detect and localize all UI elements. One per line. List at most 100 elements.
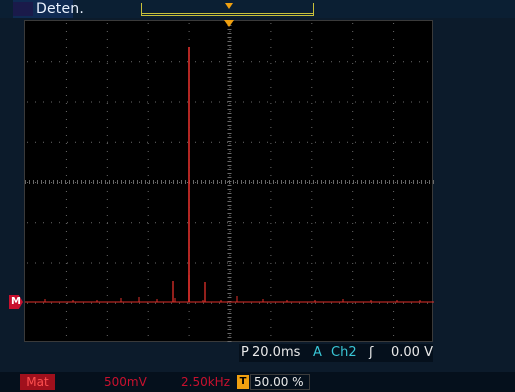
grid-dot [352, 207, 354, 208]
center-axis-tick [227, 189, 232, 190]
center-axis-tick [393, 180, 394, 184]
grid-dot [195, 262, 196, 264]
grid-dot [211, 141, 212, 143]
grid-dot [270, 191, 272, 192]
grid-dot [147, 159, 149, 160]
grid-dot [123, 182, 124, 183]
center-axis-tick [305, 180, 306, 184]
grid-dot [65, 55, 67, 56]
grid-dot [229, 55, 231, 56]
grid-dot [299, 141, 300, 143]
grid-dot [91, 61, 92, 63]
grid-dot [65, 199, 67, 200]
grid-dot [188, 31, 190, 32]
grid-dot [106, 215, 108, 216]
grid-dot [419, 262, 420, 264]
center-axis-tick [227, 269, 232, 270]
grid-dot [91, 302, 92, 304]
grid-dot [393, 143, 395, 144]
math-channel-button[interactable]: Mat [20, 374, 55, 390]
grid-dot [352, 287, 354, 288]
grid-dot [311, 263, 313, 264]
grid-dot [270, 271, 272, 272]
grid-dot [339, 101, 340, 103]
grid-dot [65, 239, 67, 240]
grid-dot [229, 79, 231, 80]
grid-dot [75, 262, 76, 264]
grid-dot [307, 302, 308, 304]
grid-dot [35, 222, 36, 224]
grid-dot [307, 61, 308, 63]
grid-dot [393, 279, 395, 280]
grid-dot [270, 79, 272, 80]
trigger-position-percent[interactable]: 50.00 % [250, 374, 310, 390]
grid-dot [106, 295, 108, 296]
grid-dot [75, 141, 76, 143]
grid-dot [393, 55, 395, 56]
center-axis-tick [61, 180, 62, 184]
grid-dot [323, 61, 324, 63]
grid-dot [311, 127, 313, 128]
grid-dot [43, 182, 44, 183]
grid-dot [27, 182, 28, 183]
grid-dot [352, 279, 354, 280]
grid-dot [352, 231, 354, 232]
grid-dot [65, 311, 67, 312]
grid-dot [270, 63, 272, 64]
center-axis-tick [227, 337, 232, 338]
grid-dot [270, 151, 272, 152]
grid-dot [270, 111, 272, 112]
grid-dot [115, 262, 116, 264]
grid-dot [311, 71, 313, 72]
math-channel-icon[interactable]: M [9, 295, 23, 309]
grid-dot [51, 61, 52, 63]
grid-dot [65, 319, 67, 320]
grid-dot [270, 175, 272, 176]
grid-dot [259, 222, 260, 224]
grid-dot [219, 222, 220, 224]
center-axis-tick [369, 180, 370, 184]
grid-dot [187, 302, 188, 304]
center-axis-tick [227, 73, 232, 74]
center-axis-tick [153, 180, 154, 184]
grid-dot [352, 95, 354, 96]
grid-dot [270, 263, 272, 264]
grid-dot [106, 87, 108, 88]
grid-dot [393, 287, 395, 288]
grid-dot [352, 23, 354, 24]
grid-dot [147, 262, 148, 264]
center-axis-tick [227, 93, 232, 94]
center-axis-tick [227, 321, 232, 322]
grid-dot [393, 151, 395, 152]
grid-dot [251, 262, 252, 264]
center-axis-tick [81, 180, 82, 184]
center-axis-tick [57, 180, 58, 184]
grid-dot [171, 101, 172, 103]
center-axis-tick [227, 173, 232, 174]
grid-dot [395, 302, 396, 304]
grid-dot [187, 222, 188, 224]
grid-dot [371, 101, 372, 103]
grid-dot [106, 183, 108, 184]
grid-dot [147, 302, 148, 304]
center-axis-tick [97, 180, 98, 184]
grid-dot [65, 71, 67, 72]
grid-dot [106, 311, 108, 312]
grid-dot [65, 215, 67, 216]
grid-dot [411, 141, 412, 143]
center-axis-tick [45, 180, 46, 184]
grid-dot [131, 141, 132, 143]
grid-dot [393, 191, 395, 192]
grid-dot [229, 143, 231, 144]
grid-dot [59, 222, 60, 224]
grid-dot [311, 207, 313, 208]
grid-dot [131, 182, 132, 183]
grid-dot [323, 302, 324, 304]
grid-dot [275, 182, 276, 183]
grid-dot [311, 295, 313, 296]
grid-dot [229, 135, 231, 136]
grid-dot [99, 182, 100, 183]
grid-dot [171, 61, 172, 63]
center-axis-tick [227, 261, 232, 262]
center-axis-tick [227, 137, 232, 138]
